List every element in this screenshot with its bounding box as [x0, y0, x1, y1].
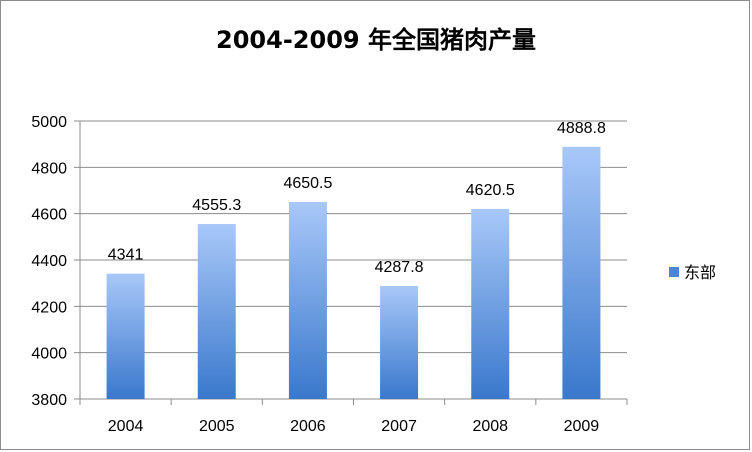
data-label-2008: 4620.5 [466, 182, 515, 199]
bar-2009 [562, 146, 601, 399]
data-label-2005: 4555.3 [192, 197, 241, 214]
bars [106, 146, 601, 399]
x-tick-label: 2009 [564, 418, 600, 435]
bar-2005 [197, 224, 236, 399]
data-label-2007: 4287.8 [375, 259, 424, 276]
x-tick-label: 2008 [472, 418, 508, 435]
legend-label: 东部 [684, 263, 716, 282]
legend-swatch [669, 267, 679, 277]
data-label-2004: 4341 [108, 247, 144, 264]
y-tick-label: 4200 [31, 299, 67, 316]
axes: 3800 4000 4200 4400 4600 4800 5000 2004 2005 2006… [31, 114, 628, 435]
bar-2008 [471, 208, 510, 399]
data-label-2009: 4888.8 [557, 120, 606, 137]
bar-2006 [288, 201, 327, 399]
x-tick-label: 2007 [381, 418, 417, 435]
legend: 东部 [669, 263, 716, 282]
y-tick-label: 4600 [31, 207, 67, 224]
y-tick-label: 5000 [31, 114, 67, 131]
gridlines [74, 120, 627, 400]
x-tick-label: 2005 [199, 418, 235, 435]
chart-title: 2004-2009 年全国猪肉产量 [216, 26, 536, 54]
x-tick-label: 2006 [290, 418, 326, 435]
data-label-2006: 4650.5 [283, 175, 332, 192]
x-tick-label: 2004 [108, 418, 144, 435]
y-tick-label: 4000 [31, 346, 67, 363]
y-tick-label: 3800 [31, 392, 67, 409]
data-labels: 4341 4555.3 4650.5 4287.8 4620.5 4888.8 [108, 120, 606, 276]
bar-2007 [380, 285, 419, 399]
y-tick-label: 4800 [31, 160, 67, 177]
y-tick-label: 4400 [31, 253, 67, 270]
bar-2004 [106, 273, 145, 399]
